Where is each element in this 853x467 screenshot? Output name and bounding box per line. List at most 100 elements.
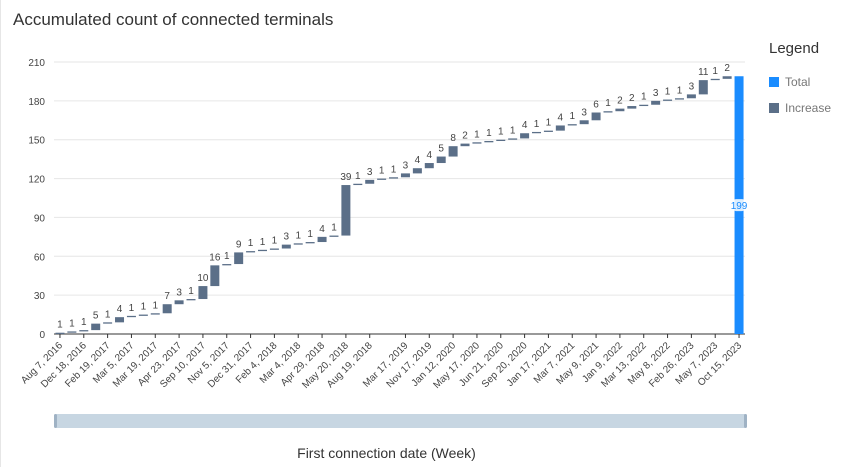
bar-value-label: 11 xyxy=(698,67,709,78)
increase-bar xyxy=(412,168,422,174)
bar-value-label: 1 xyxy=(641,92,647,103)
legend-item-increase[interactable]: Increase xyxy=(769,101,831,115)
increase-bar xyxy=(55,332,65,334)
increase-bar xyxy=(234,252,244,265)
bar-value-label: 2 xyxy=(629,93,635,104)
scrollbar-left-handle[interactable] xyxy=(54,414,57,428)
bar-value-label: 4 xyxy=(427,150,433,161)
increase-bar xyxy=(353,183,363,186)
increase-bar xyxy=(436,156,446,164)
increase-bar xyxy=(79,330,89,332)
increase-bar xyxy=(222,264,232,266)
bar-value-label: 1 xyxy=(69,318,75,329)
bar-value-label: 1 xyxy=(665,87,671,98)
increase-bar xyxy=(269,248,279,250)
bar-value-label: 1 xyxy=(546,118,552,129)
increase-bar xyxy=(305,242,315,244)
increase-bar xyxy=(150,313,160,315)
bar-value-label: 3 xyxy=(403,160,409,171)
increase-bar xyxy=(484,141,494,143)
increase-bar xyxy=(520,133,530,139)
bar-value-label: 1 xyxy=(307,229,313,240)
increase-bar xyxy=(722,76,732,79)
bar-value-label: 4 xyxy=(558,112,564,123)
legend-label-increase: Increase xyxy=(785,101,832,115)
increase-bar xyxy=(448,146,458,157)
increase-bar xyxy=(198,286,208,300)
bar-value-label: 1 xyxy=(391,164,397,175)
total-label-bg xyxy=(731,199,748,212)
increase-bar xyxy=(472,142,482,144)
legend-item-total[interactable]: Total xyxy=(769,75,831,89)
bar-value-label: 1 xyxy=(486,128,492,139)
increase-bar xyxy=(424,163,434,169)
increase-bar xyxy=(293,243,303,245)
bar-value-label: 1 xyxy=(260,237,266,248)
bar-value-label: 1 xyxy=(295,230,301,241)
increase-bar xyxy=(591,112,601,121)
bar-value-label: 3 xyxy=(689,81,695,92)
legend: Legend Total Increase xyxy=(769,40,831,127)
bar-value-label: 1 xyxy=(355,171,361,182)
increase-bar xyxy=(508,138,518,140)
bar-value-label: 1 xyxy=(129,303,135,314)
y-tick-label: 150 xyxy=(28,136,45,147)
bar-value-label: 1 xyxy=(272,236,278,247)
bar-value-label: 1 xyxy=(498,127,504,138)
y-tick-label: 30 xyxy=(34,291,46,302)
increase-bar xyxy=(257,249,267,252)
increase-bar xyxy=(281,244,291,249)
legend-swatch-total xyxy=(769,77,779,87)
y-tick-label: 180 xyxy=(28,97,45,108)
bar-value-label: 1 xyxy=(152,300,158,311)
increase-bar xyxy=(210,265,220,287)
increase-bar xyxy=(627,106,637,109)
bar-value-label: 4 xyxy=(415,155,421,166)
bar-value-label: 5 xyxy=(93,311,99,322)
bar-value-label: 1 xyxy=(81,317,87,328)
increase-bar xyxy=(460,143,470,147)
bar-value-label: 1 xyxy=(188,286,194,297)
increase-bar xyxy=(532,131,542,134)
bar-value-label: 5 xyxy=(438,144,444,155)
bar-value-label: 9 xyxy=(236,239,242,250)
increase-bar xyxy=(246,251,256,253)
increase-bar xyxy=(67,331,77,333)
bar-value-label: 1 xyxy=(331,223,337,234)
increase-bar xyxy=(329,235,339,237)
increase-bar xyxy=(555,125,565,131)
bar-value-label: 1 xyxy=(379,166,385,177)
bar-value-label: 1 xyxy=(677,85,683,96)
increase-bar xyxy=(579,120,589,125)
bar-value-label: 4 xyxy=(319,224,325,235)
increase-bar xyxy=(115,317,125,323)
scrollbar-right-handle[interactable] xyxy=(744,414,747,428)
bar-value-label: 3 xyxy=(653,88,659,99)
y-tick-label: 60 xyxy=(34,252,46,263)
increase-bar xyxy=(651,100,661,105)
increase-bar xyxy=(91,323,101,331)
bar-value-label: 3 xyxy=(367,167,373,178)
increase-bar xyxy=(377,178,387,180)
bar-value-label: 2 xyxy=(724,63,730,74)
increase-bar xyxy=(365,179,375,184)
increase-bar xyxy=(400,173,410,178)
increase-bar xyxy=(567,124,577,126)
bar-value-label: 1 xyxy=(248,238,254,249)
bar-value-label: 10 xyxy=(197,273,209,284)
bar-value-label: 7 xyxy=(164,291,170,302)
bar-value-label: 3 xyxy=(284,232,290,243)
increase-bar xyxy=(162,304,172,314)
chart-title: Accumulated count of connected terminals xyxy=(13,10,334,29)
increase-bar xyxy=(317,236,327,243)
bar-value-label: 4 xyxy=(522,120,528,131)
bar-value-label: 6 xyxy=(593,100,599,111)
increase-bar xyxy=(674,98,684,100)
bar-value-label: 2 xyxy=(462,131,468,142)
y-tick-label: 90 xyxy=(34,213,46,224)
legend-swatch-increase xyxy=(769,103,779,113)
range-scrollbar[interactable] xyxy=(54,414,747,428)
bar-value-label: 1 xyxy=(605,98,611,109)
bar-value-label: 39 xyxy=(340,172,352,183)
